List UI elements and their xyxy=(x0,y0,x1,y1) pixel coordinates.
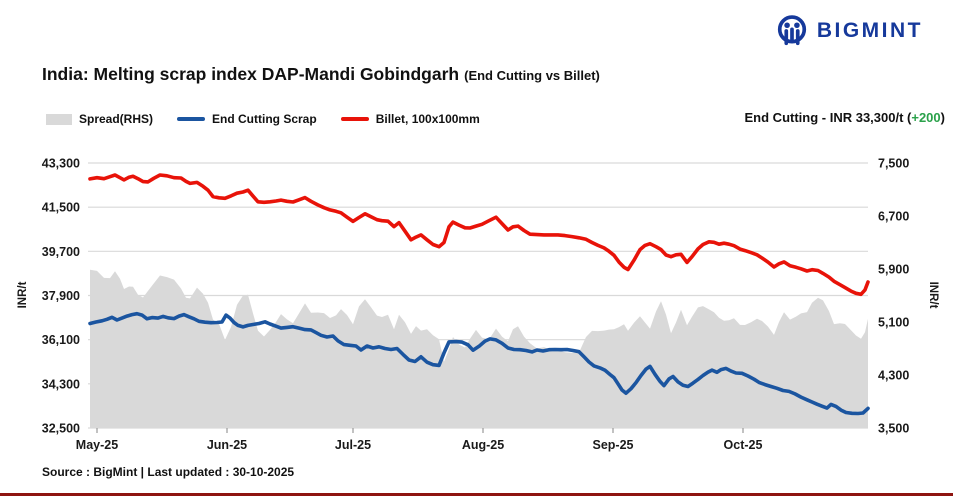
left-axis-tick-label: 41,500 xyxy=(42,201,80,215)
legend-item-end-cutting: End Cutting Scrap xyxy=(177,112,317,126)
bigmint-logo-icon xyxy=(777,15,806,46)
x-axis-tick-label: Sep-25 xyxy=(593,438,634,452)
left-axis-title: INR/t xyxy=(17,281,29,308)
page-title: India: Melting scrap index DAP-Mandi Gob… xyxy=(42,64,600,85)
legend-swatch-end-cutting xyxy=(177,117,206,121)
legend-item-spread: Spread(RHS) xyxy=(46,112,153,126)
legend-label-billet: Billet, 100x100mm xyxy=(375,112,480,126)
legend-swatch-billet xyxy=(340,117,369,121)
x-axis-tick-label: May-25 xyxy=(76,438,118,452)
page-title-main: India: Melting scrap index DAP-Mandi Gob… xyxy=(42,64,460,84)
page-title-suffix: (End Cutting vs Billet) xyxy=(464,68,600,83)
right-axis-tick-label: 4,300 xyxy=(878,369,909,383)
legend-swatch-spread xyxy=(46,113,72,125)
right-axis-tick-label: 5,900 xyxy=(878,263,909,277)
left-axis-tick-label: 43,300 xyxy=(42,157,80,171)
end-cutting-line-path xyxy=(88,311,870,416)
right-axis-tick-label: 7,500 xyxy=(878,157,909,171)
chart-legend: Spread(RHS) End Cutting Scrap Billet, 10… xyxy=(46,112,480,126)
left-axis-tick-label: 34,300 xyxy=(42,377,80,391)
x-axis-tick-label: Jul-25 xyxy=(335,438,371,452)
legend-label-end-cutting: End Cutting Scrap xyxy=(212,112,317,126)
axis-labels-group: 43,300 41,500 39,700 37,900 36,100 34,300 32,5… xyxy=(42,157,910,453)
right-axis-tick-label: 3,500 xyxy=(878,422,909,436)
bottom-accent-rule xyxy=(0,493,953,496)
source-note: Source : BigMint | Last updated : 30-10-… xyxy=(42,465,295,479)
bigmint-logo: BIGMINT xyxy=(775,13,923,49)
spread-area-path xyxy=(90,269,868,428)
left-axis-tick-label: 37,900 xyxy=(42,289,80,303)
legend-label-spread: Spread(RHS) xyxy=(79,112,154,126)
annotation-change-value: +200 xyxy=(911,110,941,125)
left-axis-tick-label: 39,700 xyxy=(42,245,80,259)
spread-area-group xyxy=(90,269,868,428)
right-axis-tick-label: 5,100 xyxy=(878,316,909,330)
annotation-suffix: ) xyxy=(940,110,945,125)
x-axis-tick-label: Aug-25 xyxy=(462,438,504,452)
right-axis-tick-label: 6,700 xyxy=(878,210,909,224)
billet-line-path xyxy=(88,173,870,297)
left-axis-tick-label: 32,500 xyxy=(42,422,80,436)
x-axis-tick-label: Oct-25 xyxy=(724,438,763,452)
x-axis-tick-label: Jun-25 xyxy=(207,438,247,452)
legend-item-billet: Billet, 100x100mm xyxy=(340,112,480,126)
series-lines-group xyxy=(88,173,870,416)
right-axis-title: INR/t xyxy=(927,282,939,309)
latest-price-annotation: End Cutting - INR 33,300/t (+200) xyxy=(745,110,945,125)
annotation-prefix: End Cutting - INR 33,300/t ( xyxy=(744,110,912,125)
left-axis-tick-label: 36,100 xyxy=(42,333,80,347)
bigmint-logo-text: BIGMINT xyxy=(816,19,923,42)
